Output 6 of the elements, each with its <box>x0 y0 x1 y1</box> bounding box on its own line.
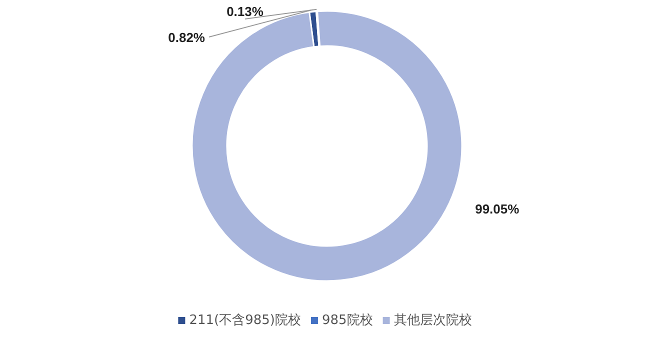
data-label: 0.13% <box>226 4 264 19</box>
legend-label: 985院校 <box>322 313 373 328</box>
data-label: 99.05% <box>475 201 520 216</box>
data-label: 0.82% <box>168 30 206 45</box>
legend-label: 其他层次院校 <box>394 313 472 328</box>
legend-label: 211(不含985)院校 <box>189 313 301 328</box>
